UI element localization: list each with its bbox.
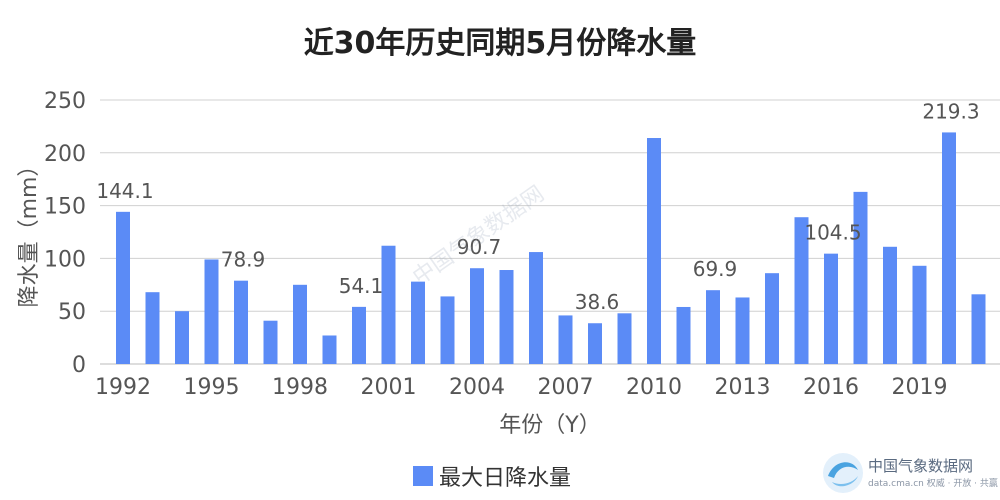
bar-2016 xyxy=(824,253,838,364)
data-label: 104.5 xyxy=(804,221,861,245)
x-tick-label: 1995 xyxy=(184,375,240,400)
bar-2010 xyxy=(647,138,661,364)
data-label: 219.3 xyxy=(922,99,979,123)
x-tick-label: 2019 xyxy=(892,375,948,400)
bar-2000 xyxy=(352,306,366,364)
bar-2013 xyxy=(735,297,750,364)
data-label: 78.9 xyxy=(221,248,266,272)
y-tick-label: 100 xyxy=(44,247,86,272)
bar-2014 xyxy=(765,273,779,364)
bar-1997 xyxy=(263,320,278,364)
bar-1993 xyxy=(145,292,160,364)
x-axis-ticks: 1992 1995 1998 2001 2004 2007 2010 2013 2016 2019 xyxy=(95,375,948,400)
data-label: 38.6 xyxy=(575,290,620,314)
bar-2021 xyxy=(971,294,986,364)
bar-2018 xyxy=(883,246,897,364)
bar-2005 xyxy=(499,270,514,364)
cma-logo-icon xyxy=(823,453,863,493)
bar-2020 xyxy=(942,132,956,364)
bar-2008 xyxy=(588,323,602,364)
y-tick-label: 150 xyxy=(44,195,86,220)
data-label: 144.1 xyxy=(96,179,153,203)
data-label: 54.1 xyxy=(339,274,384,298)
y-tick-label: 250 xyxy=(44,89,86,114)
data-label: 69.9 xyxy=(693,257,738,281)
bar-2004 xyxy=(470,268,484,364)
legend-label: 最大日降水量 xyxy=(439,466,572,491)
bar-1999 xyxy=(322,335,337,364)
x-tick-label: 2010 xyxy=(626,375,682,400)
x-tick-label: 2007 xyxy=(538,375,594,400)
bar-2019 xyxy=(912,265,927,364)
x-tick-label: 2016 xyxy=(803,375,859,400)
bar-series xyxy=(116,132,986,364)
bar-2015 xyxy=(794,217,809,364)
bar-2001 xyxy=(381,245,396,364)
legend-swatch xyxy=(413,466,433,486)
bar-2012 xyxy=(706,290,720,364)
x-tick-label: 1992 xyxy=(95,375,151,400)
bar-1998 xyxy=(293,284,307,364)
bar-1995 xyxy=(204,259,219,364)
x-tick-label: 1998 xyxy=(272,375,328,400)
bar-1996 xyxy=(234,280,248,364)
y-tick-label: 50 xyxy=(58,300,86,325)
watermark-name: 中国气象数据网 xyxy=(868,457,974,475)
bar-2006 xyxy=(529,252,543,364)
gridlines xyxy=(100,99,1000,365)
bar-2003 xyxy=(440,296,455,364)
x-tick-label: 2004 xyxy=(449,375,505,400)
data-labels: 144.1 78.9 54.1 90.7 38.6 69.9 104.5 219.3 xyxy=(96,99,979,314)
bar-2007 xyxy=(558,315,573,364)
data-label: 90.7 xyxy=(457,235,502,259)
chart-title: 近30年历史同期5月份降水量 xyxy=(303,26,697,61)
watermark-url: data.cma.cn 权威 · 开放 · 共赢 xyxy=(868,479,998,489)
bar-1992 xyxy=(116,211,130,364)
bar-2009 xyxy=(617,313,632,364)
y-axis-ticks: 0 50 100 150 200 250 xyxy=(44,89,86,378)
y-axis-label: 降水量（mm） xyxy=(17,155,42,308)
bar-1994 xyxy=(175,311,189,364)
x-tick-label: 2013 xyxy=(715,375,771,400)
y-tick-label: 0 xyxy=(72,353,86,378)
x-axis-label: 年份（Y） xyxy=(499,413,600,438)
bar-2011 xyxy=(676,306,691,364)
legend: 最大日降水量 xyxy=(413,460,571,492)
x-tick-label: 2001 xyxy=(361,375,417,400)
y-tick-label: 200 xyxy=(44,142,86,167)
bar-2002 xyxy=(411,281,425,364)
bar-2017 xyxy=(853,191,868,364)
